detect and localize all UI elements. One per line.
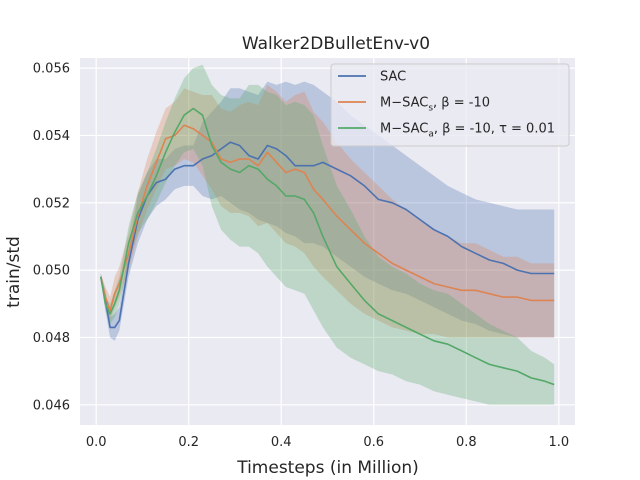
- y-axis-ticks: 0.046 0.048 0.050 0.052 0.054 0.056: [33, 62, 70, 414]
- series-lines: [100, 107, 555, 386]
- y-tick-label: 0.056: [33, 62, 70, 77]
- y-tick-label: 0.054: [33, 129, 70, 144]
- legend-label-2: M−SACa, β = -10, τ = 0.01: [380, 122, 555, 140]
- x-tick-label: 0.2: [178, 435, 199, 450]
- x-axis-ticks: 0.0 0.2 0.4 0.6 0.8 1.0: [86, 435, 569, 450]
- y-axis-label: train/std: [4, 236, 24, 308]
- legend-label-0: SAC: [380, 70, 406, 85]
- x-tick-label: 0.8: [456, 435, 477, 450]
- x-tick-label: 0.0: [86, 435, 107, 450]
- series-line-1: [100, 124, 555, 312]
- chart-title: Walker2DBulletEnv-v0: [242, 34, 430, 54]
- x-tick-label: 0.6: [363, 435, 384, 450]
- y-tick-label: 0.048: [33, 331, 70, 346]
- series-line-2: [100, 107, 555, 386]
- y-tick-label: 0.050: [33, 264, 70, 279]
- x-tick-label: 0.4: [271, 435, 292, 450]
- legend-box: [330, 63, 570, 147]
- x-axis-label: Timesteps (in Million): [236, 458, 419, 478]
- y-tick-label: 0.046: [33, 398, 70, 413]
- y-tick-label: 0.052: [33, 196, 70, 211]
- legend-label-1: M−SACs, β = -10: [380, 96, 490, 114]
- legend: SAC M−SACs, β = -10 M−SACa, β = -10, τ = 0…: [330, 63, 570, 147]
- x-tick-label: 1.0: [548, 435, 569, 450]
